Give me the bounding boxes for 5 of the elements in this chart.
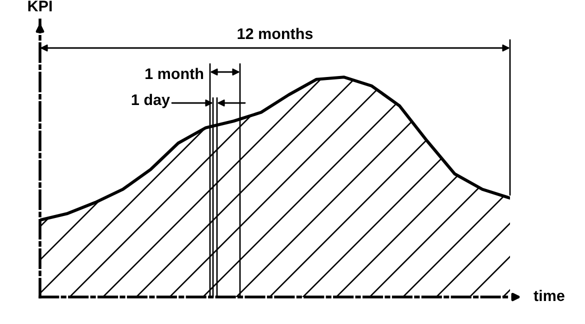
annotation: 1 month (146, 68, 204, 80)
annotation: 1 day (132, 94, 170, 108)
y-axis-title: KPI (28, 0, 52, 12)
text: 12 months (238, 28, 313, 40)
x-axis-title: time (534, 290, 564, 302)
